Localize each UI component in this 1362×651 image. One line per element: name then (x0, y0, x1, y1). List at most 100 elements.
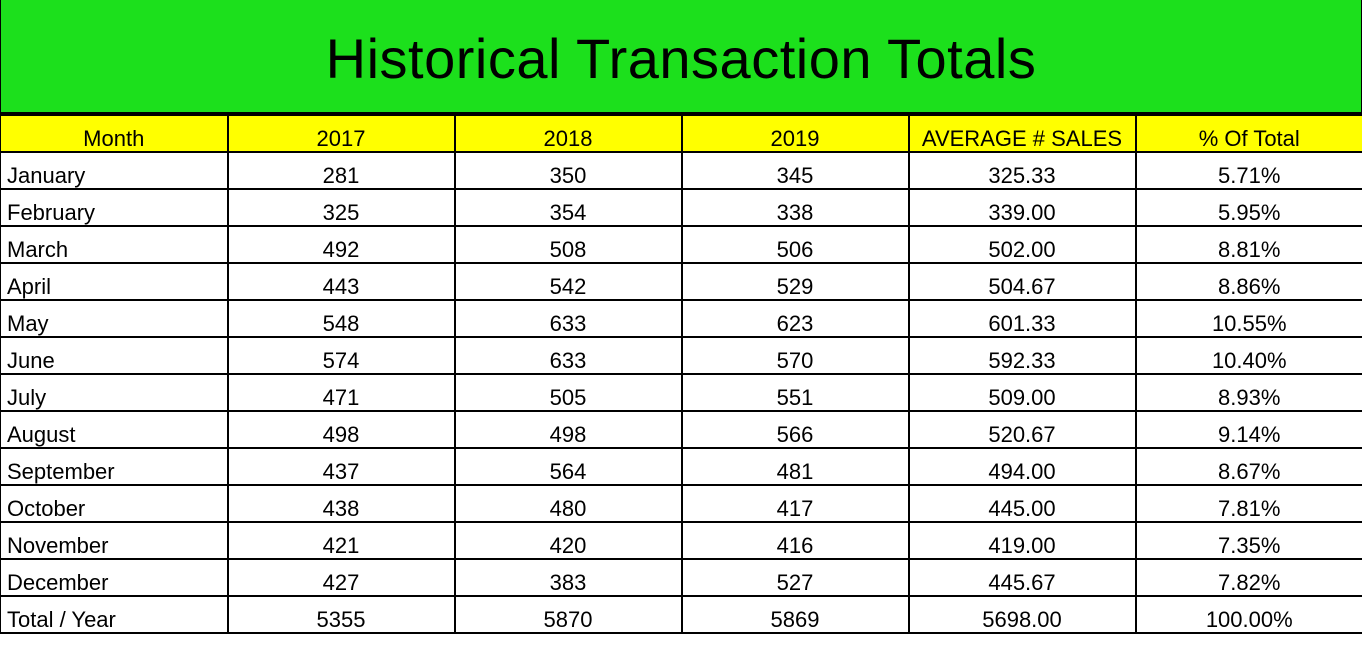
average-sales-cell[interactable]: 509.00 (907, 373, 1137, 412)
percent-of-total-cell[interactable]: 7.82% (1134, 558, 1362, 597)
header-2017[interactable]: 2017 (226, 114, 456, 153)
table-row: September 437 564 481 494.00 8.67% (0, 447, 1362, 486)
header-percent-of-total[interactable]: % Of Total (1134, 114, 1362, 153)
month-cell[interactable]: June (0, 336, 229, 375)
header-month[interactable]: Month (0, 114, 229, 153)
year-2017-cell[interactable]: 574 (226, 336, 456, 375)
year-2018-cell[interactable]: 542 (453, 262, 683, 301)
year-2017-cell[interactable]: 548 (226, 299, 456, 338)
table-row: July 471 505 551 509.00 8.93% (0, 373, 1362, 412)
month-cell[interactable]: March (0, 225, 229, 264)
year-2017-cell[interactable]: 437 (226, 447, 456, 486)
year-2018-cell[interactable]: 420 (453, 521, 683, 560)
average-sales-cell[interactable]: 445.67 (907, 558, 1137, 597)
table-row: December 427 383 527 445.67 7.82% (0, 558, 1362, 597)
month-cell[interactable]: October (0, 484, 229, 523)
month-cell[interactable]: February (0, 188, 229, 227)
year-2018-cell[interactable]: 633 (453, 299, 683, 338)
table-row: May 548 633 623 601.33 10.55% (0, 299, 1362, 338)
year-2017-cell[interactable]: 438 (226, 484, 456, 523)
percent-of-total-cell[interactable]: 7.81% (1134, 484, 1362, 523)
year-2019-cell[interactable]: 551 (680, 373, 910, 412)
year-2017-cell[interactable]: 443 (226, 262, 456, 301)
year-2019-cell[interactable]: 529 (680, 262, 910, 301)
average-sales-cell[interactable]: 419.00 (907, 521, 1137, 560)
average-sales-cell[interactable]: 445.00 (907, 484, 1137, 523)
month-cell[interactable]: November (0, 521, 229, 560)
percent-of-total-cell[interactable]: 5.71% (1134, 151, 1362, 190)
average-sales-cell[interactable]: 339.00 (907, 188, 1137, 227)
percent-of-total-cell[interactable]: 5.95% (1134, 188, 1362, 227)
table-body: January 281 350 345 325.33 5.71% February 325 35… (0, 151, 1362, 634)
transaction-table: Month 2017 2018 2019 AVERAGE # SALES % O… (0, 114, 1362, 634)
percent-of-total-cell[interactable]: 9.14% (1134, 410, 1362, 449)
month-cell[interactable]: August (0, 410, 229, 449)
table-row: August 498 498 566 520.67 9.14% (0, 410, 1362, 449)
year-2019-cell[interactable]: 527 (680, 558, 910, 597)
average-sales-cell[interactable]: 504.67 (907, 262, 1137, 301)
header-row: Month 2017 2018 2019 AVERAGE # SALES % O… (0, 114, 1362, 153)
average-sales-cell[interactable]: 5698.00 (907, 595, 1137, 634)
header-average-sales[interactable]: AVERAGE # SALES (907, 114, 1137, 153)
year-2019-cell[interactable]: 506 (680, 225, 910, 264)
year-2018-cell[interactable]: 5870 (453, 595, 683, 634)
table-row: April 443 542 529 504.67 8.86% (0, 262, 1362, 301)
percent-of-total-cell[interactable]: 100.00% (1134, 595, 1362, 634)
year-2018-cell[interactable]: 383 (453, 558, 683, 597)
year-2017-cell[interactable]: 281 (226, 151, 456, 190)
year-2019-cell[interactable]: 345 (680, 151, 910, 190)
year-2019-cell[interactable]: 570 (680, 336, 910, 375)
year-2017-cell[interactable]: 492 (226, 225, 456, 264)
year-2017-cell[interactable]: 325 (226, 188, 456, 227)
month-cell[interactable]: December (0, 558, 229, 597)
table-row: October 438 480 417 445.00 7.81% (0, 484, 1362, 523)
year-2018-cell[interactable]: 354 (453, 188, 683, 227)
year-2018-cell[interactable]: 505 (453, 373, 683, 412)
year-2018-cell[interactable]: 564 (453, 447, 683, 486)
title-banner: Historical Transaction Totals (0, 0, 1362, 114)
percent-of-total-cell[interactable]: 8.67% (1134, 447, 1362, 486)
month-cell[interactable]: July (0, 373, 229, 412)
year-2019-cell[interactable]: 5869 (680, 595, 910, 634)
average-sales-cell[interactable]: 592.33 (907, 336, 1137, 375)
year-2019-cell[interactable]: 338 (680, 188, 910, 227)
average-sales-cell[interactable]: 520.67 (907, 410, 1137, 449)
percent-of-total-cell[interactable]: 8.81% (1134, 225, 1362, 264)
year-2018-cell[interactable]: 498 (453, 410, 683, 449)
month-cell[interactable]: September (0, 447, 229, 486)
percent-of-total-cell[interactable]: 10.40% (1134, 336, 1362, 375)
year-2017-cell[interactable]: 5355 (226, 595, 456, 634)
year-2017-cell[interactable]: 471 (226, 373, 456, 412)
year-2017-cell[interactable]: 498 (226, 410, 456, 449)
average-sales-cell[interactable]: 325.33 (907, 151, 1137, 190)
percent-of-total-cell[interactable]: 7.35% (1134, 521, 1362, 560)
year-2018-cell[interactable]: 633 (453, 336, 683, 375)
percent-of-total-cell[interactable]: 8.86% (1134, 262, 1362, 301)
table-row: November 421 420 416 419.00 7.35% (0, 521, 1362, 560)
year-2017-cell[interactable]: 421 (226, 521, 456, 560)
month-cell[interactable]: May (0, 299, 229, 338)
year-2019-cell[interactable]: 416 (680, 521, 910, 560)
year-2017-cell[interactable]: 427 (226, 558, 456, 597)
average-sales-cell[interactable]: 494.00 (907, 447, 1137, 486)
percent-of-total-cell[interactable]: 10.55% (1134, 299, 1362, 338)
year-2019-cell[interactable]: 417 (680, 484, 910, 523)
month-cell[interactable]: April (0, 262, 229, 301)
year-2019-cell[interactable]: 566 (680, 410, 910, 449)
average-sales-cell[interactable]: 502.00 (907, 225, 1137, 264)
month-cell[interactable]: January (0, 151, 229, 190)
year-2018-cell[interactable]: 508 (453, 225, 683, 264)
year-2019-cell[interactable]: 481 (680, 447, 910, 486)
month-cell[interactable]: Total / Year (0, 595, 229, 634)
year-2018-cell[interactable]: 480 (453, 484, 683, 523)
year-2019-cell[interactable]: 623 (680, 299, 910, 338)
year-2018-cell[interactable]: 350 (453, 151, 683, 190)
average-sales-cell[interactable]: 601.33 (907, 299, 1137, 338)
table-row: June 574 633 570 592.33 10.40% (0, 336, 1362, 375)
percent-of-total-cell[interactable]: 8.93% (1134, 373, 1362, 412)
header-2018[interactable]: 2018 (453, 114, 683, 153)
table-row: February 325 354 338 339.00 5.95% (0, 188, 1362, 227)
table-row: January 281 350 345 325.33 5.71% (0, 151, 1362, 190)
header-2019[interactable]: 2019 (680, 114, 910, 153)
